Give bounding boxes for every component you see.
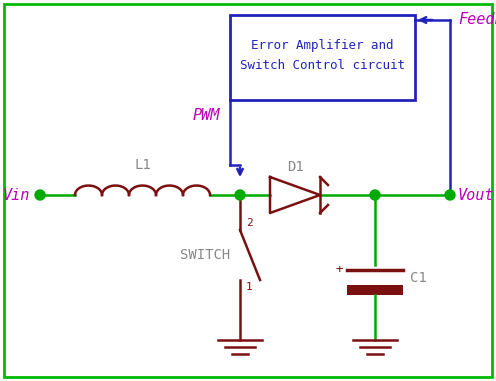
Text: Error Amplifier and: Error Amplifier and	[251, 39, 394, 52]
Text: Vin: Vin	[2, 187, 30, 202]
Text: +: +	[335, 264, 343, 277]
Text: Feedback: Feedback	[458, 13, 496, 27]
Text: Vout: Vout	[458, 187, 495, 202]
Text: PWM: PWM	[192, 108, 220, 123]
Text: C1: C1	[410, 271, 427, 285]
Bar	[230, 15, 415, 100]
Circle shape	[445, 190, 455, 200]
Circle shape	[235, 190, 245, 200]
Circle shape	[35, 190, 45, 200]
Text: SWITCH: SWITCH	[180, 248, 230, 262]
Text: D1: D1	[287, 160, 304, 174]
Text: 1: 1	[246, 282, 253, 292]
Circle shape	[370, 190, 380, 200]
Bar	[347, 285, 403, 295]
Text: 2: 2	[246, 218, 253, 228]
Text: L1: L1	[134, 158, 151, 172]
Text: Switch Control circuit: Switch Control circuit	[240, 59, 405, 72]
